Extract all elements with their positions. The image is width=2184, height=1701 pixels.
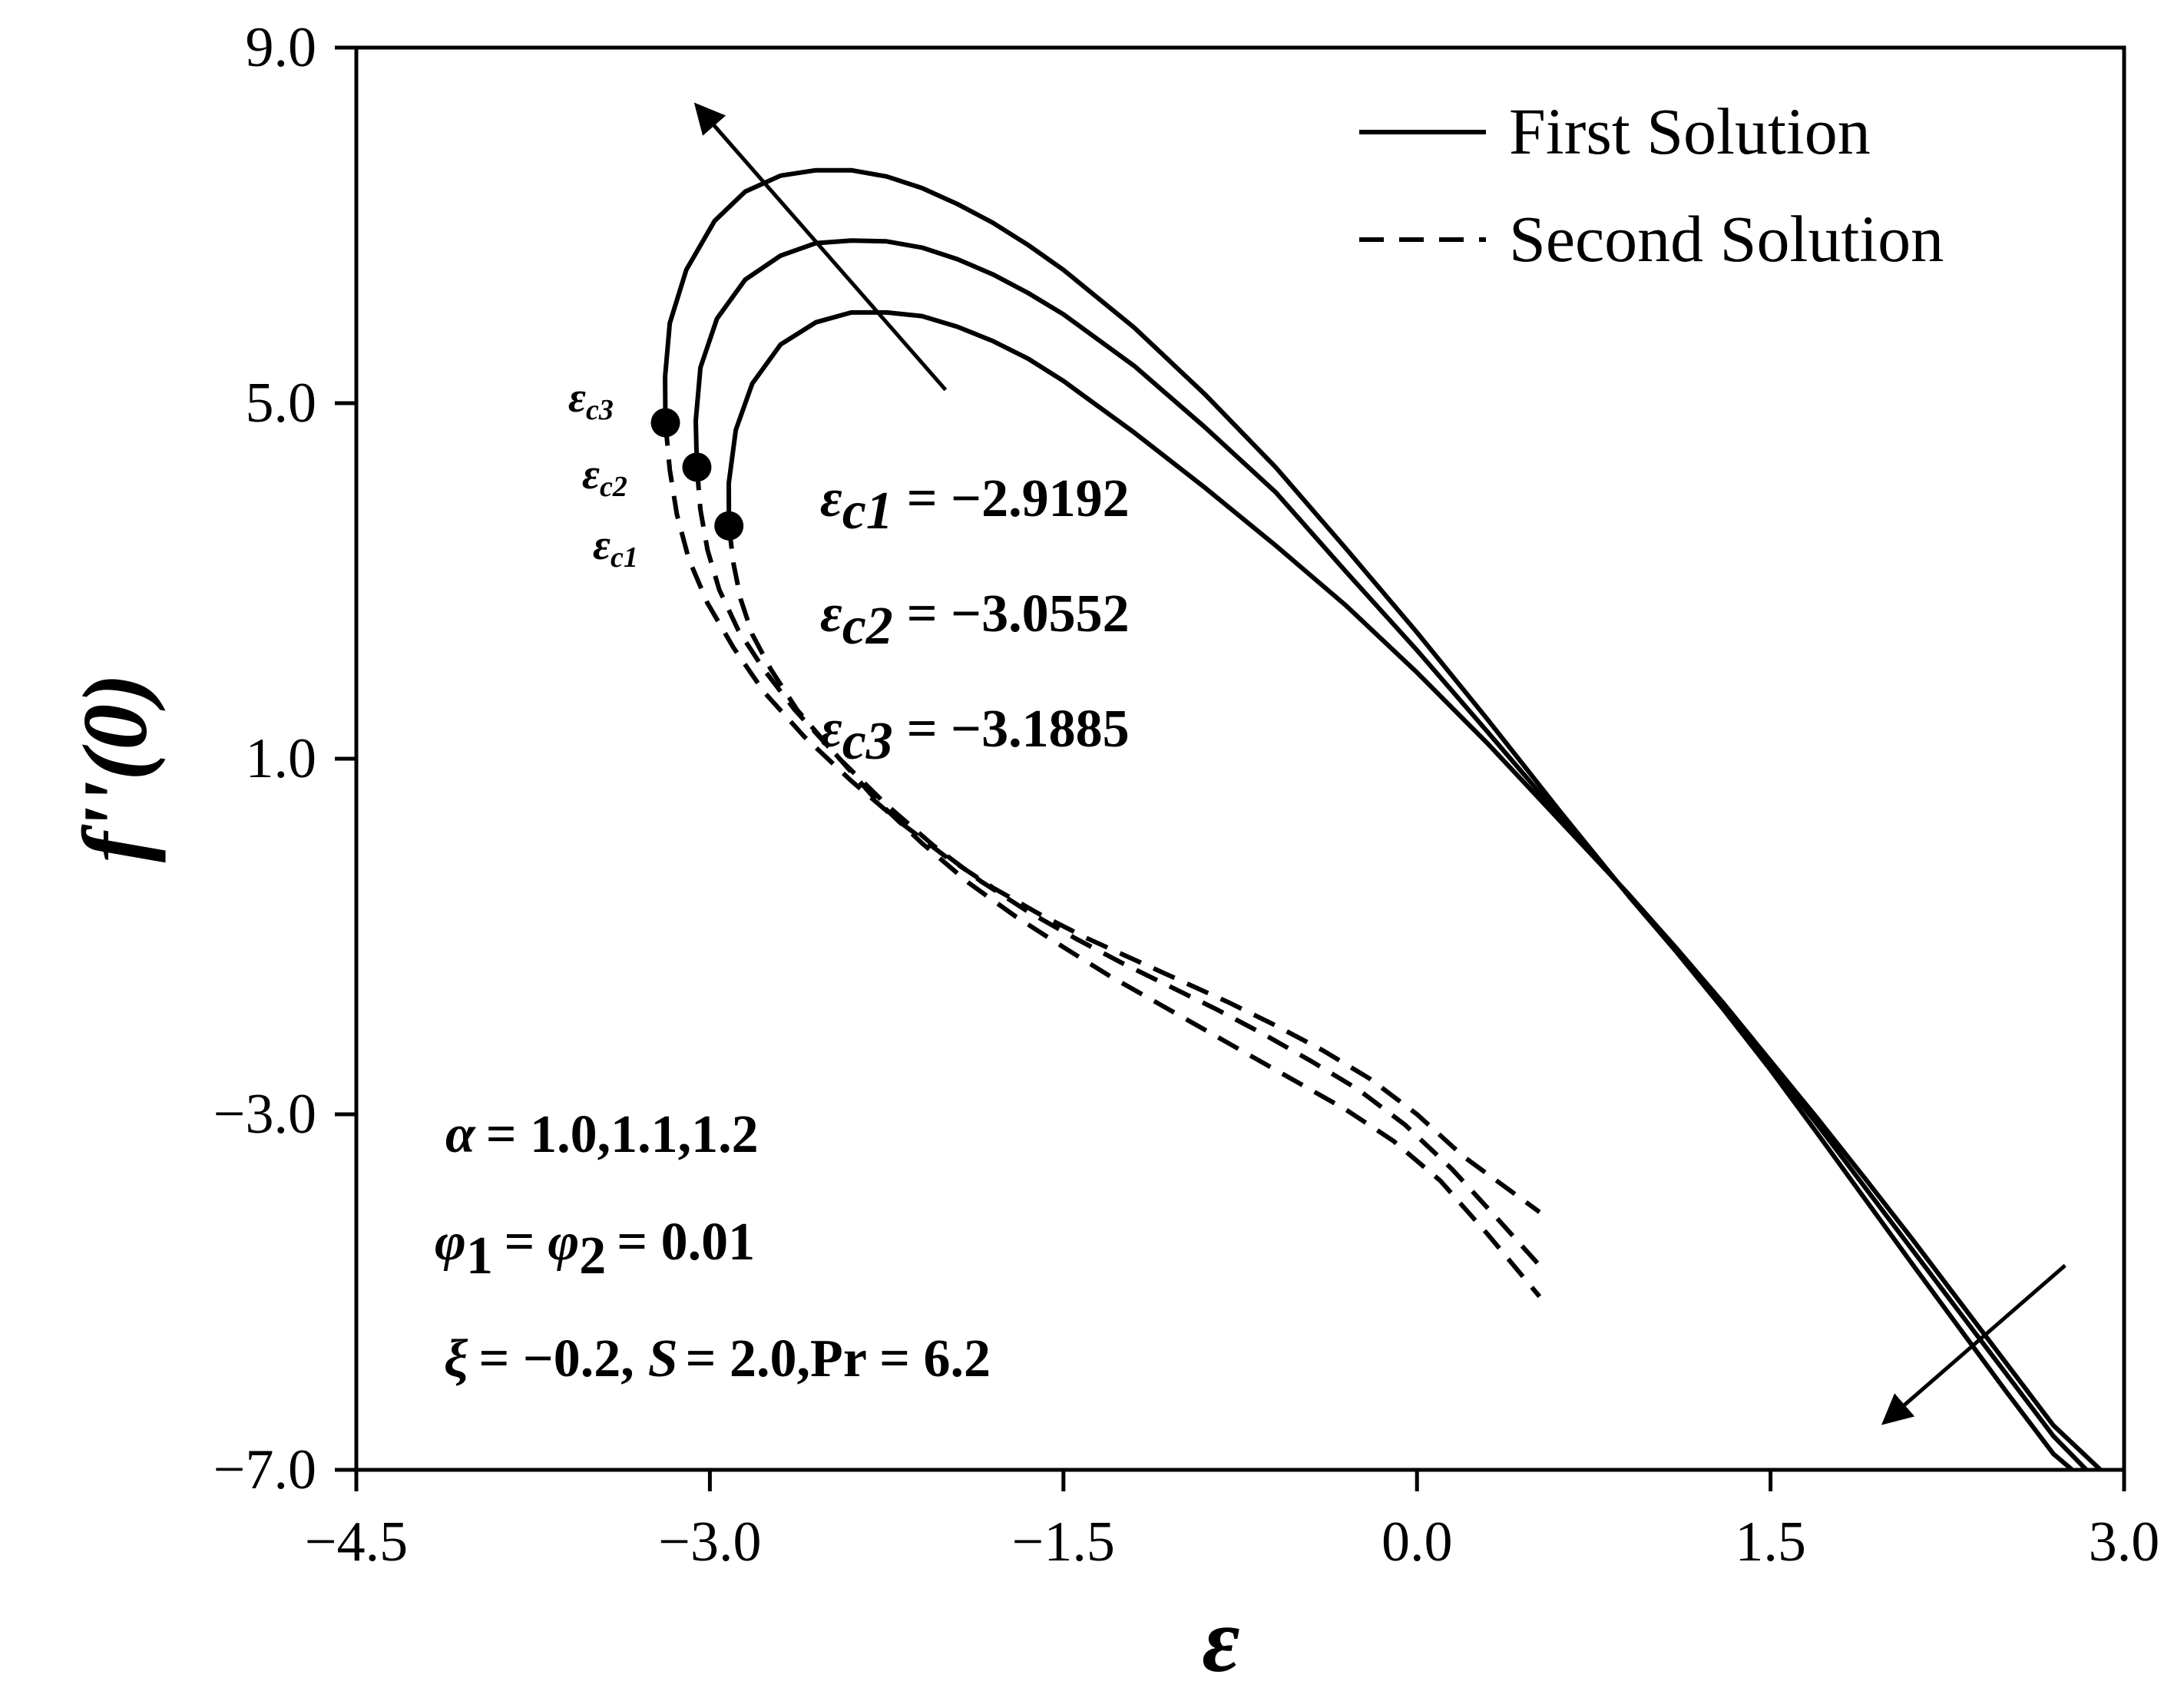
label-c3: εc3: [568, 374, 614, 426]
eq-c2: εc2 = −3.0552: [820, 584, 1130, 656]
first-solution-line-3: [663, 167, 2074, 1472]
legend-first-solution: First Solution: [1509, 94, 1871, 168]
y-axis-ticks: −7.0 −3.0 1.0 5.0 9.0: [213, 16, 356, 1501]
critical-points: [650, 408, 744, 541]
second-solution-line-1: [726, 525, 1542, 1299]
series-lines: [663, 167, 2103, 1472]
critical-point-marker-c2: [682, 452, 712, 482]
first-solution-line-2: [693, 238, 2089, 1472]
x-tick-label: 0.0: [1382, 1511, 1453, 1574]
first-solution-line-1: [726, 309, 2103, 1472]
eq-c3: εc3 = −3.1885: [820, 700, 1130, 771]
critical-point-marker-c3: [650, 408, 680, 438]
second-solution-line-2: [694, 467, 1542, 1267]
y-tick-label: −7.0: [213, 1438, 316, 1501]
critical-point-marker-c1: [714, 511, 744, 541]
x-axis-ticks: −4.5 −3.0 −1.5 0.0 1.5 3.0: [305, 1470, 2159, 1574]
x-axis-label: ε: [1202, 1589, 1239, 1691]
x-tick-label: −4.5: [305, 1511, 408, 1574]
param-alpha: α = 1.0,1.1,1.2: [445, 1105, 759, 1164]
critical-labels: εc3 εc2 εc1: [568, 374, 638, 574]
y-tick-label: −3.0: [213, 1083, 316, 1146]
legend-second-solution: Second Solution: [1509, 202, 1944, 276]
y-tick-label: 5.0: [246, 372, 317, 435]
trend-arrow-2: [1881, 1263, 2067, 1425]
param-phi: φ1 = φ2 = 0.01: [435, 1213, 755, 1286]
label-c1: εc1: [593, 521, 638, 574]
x-tick-label: −1.5: [1012, 1511, 1115, 1574]
second-solution-line-3: [663, 422, 1541, 1214]
parameters: α = 1.0,1.1,1.2 φ1 = φ2 = 0.01 ξ = −0.2, S = 2…: [435, 1105, 991, 1388]
legend: First Solution Second Solution: [1359, 94, 1944, 276]
y-axis-label: f''(0): [64, 673, 166, 863]
eq-c1: εc1 = −2.9192: [820, 469, 1130, 541]
label-c2: εc2: [582, 451, 627, 503]
trend-arrow-1: [693, 102, 948, 392]
x-tick-label: 1.5: [1735, 1511, 1806, 1574]
x-tick-label: −3.0: [658, 1511, 761, 1574]
y-tick-label: 9.0: [246, 16, 317, 79]
param-xi: ξ = −0.2, S = 2.0,Pr = 6.2: [444, 1329, 991, 1388]
critical-equations: εc1 = −2.9192 εc2 = −3.0552 εc3 = −3.1885: [820, 469, 1130, 771]
trend-arrows: [693, 102, 2067, 1425]
x-tick-label: 3.0: [2089, 1511, 2160, 1574]
y-tick-label: 1.0: [246, 727, 317, 790]
